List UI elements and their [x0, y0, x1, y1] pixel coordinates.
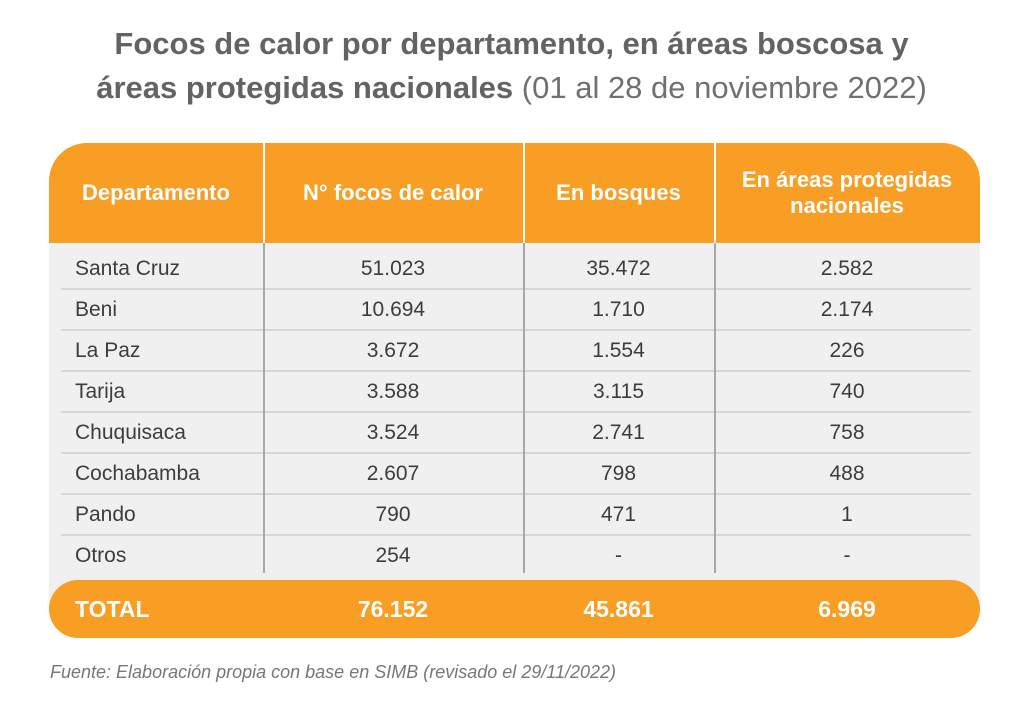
value-cell: 51.023	[360, 257, 426, 280]
column-divider	[523, 243, 525, 573]
value-cell: 226	[829, 339, 865, 362]
table-row: Pando 790 471 1	[61, 493, 971, 536]
total-value: 6.969	[818, 596, 876, 622]
value-cell: 1.710	[592, 298, 645, 321]
total-label: TOTAL	[75, 596, 150, 622]
department-cell: Tarija	[75, 380, 126, 403]
value-cell: -	[843, 544, 851, 567]
value-cell: 10.694	[360, 298, 426, 321]
value-cell: 2.582	[820, 257, 874, 280]
value-cell: 2.607	[366, 462, 420, 485]
department-cell: La Paz	[75, 339, 141, 362]
title-bold: áreas protegidas nacionales	[96, 70, 514, 105]
value-cell: 740	[829, 380, 865, 403]
value-cell: 758	[829, 421, 865, 444]
value-cell: 3.115	[593, 380, 644, 403]
chart-title-line2: áreas protegidas nacionales (01 al 28 de…	[0, 66, 1023, 110]
table-header: Departamento N° focos de calor En bosques E…	[49, 143, 980, 243]
column-header: Departamento	[82, 180, 230, 205]
value-cell: 488	[829, 462, 865, 485]
table-row: La Paz 3.672 1.554 226	[61, 329, 971, 372]
title-date-range: (01 al 28 de noviembre 2022)	[513, 70, 927, 105]
column-header: En bosques	[556, 180, 681, 205]
department-cell: Chuquisaca	[75, 421, 186, 444]
department-cell: Otros	[75, 544, 127, 567]
table-row: Chuquisaca 3.524 2.741 758	[61, 411, 971, 454]
column-divider	[263, 243, 265, 573]
value-cell: 2.741	[592, 421, 645, 444]
table-total-row: TOTAL 76.152 45.861 6.969	[49, 580, 980, 638]
department-cell: Cochabamba	[75, 462, 200, 485]
value-cell: 471	[600, 503, 637, 526]
value-cell: 1	[841, 503, 853, 526]
value-cell: 35.472	[586, 257, 651, 280]
chart-title-line1: Focos de calor por departamento, en área…	[0, 22, 1023, 66]
total-value: 76.152	[357, 596, 429, 622]
department-cell: Pando	[75, 503, 136, 526]
department-cell: Beni	[75, 298, 118, 321]
value-cell: 254	[375, 544, 411, 567]
column-divider	[714, 243, 716, 573]
table-row: Otros 254 - -	[61, 534, 971, 575]
value-cell: 2.174	[820, 298, 874, 321]
value-cell: 3.524	[366, 421, 420, 444]
header-divider	[523, 143, 525, 243]
value-cell: -	[615, 544, 622, 567]
table-row: Beni 10.694 1.710 2.174	[61, 288, 971, 331]
table-body: Santa Cruz 51.023 35.472 2.582 Beni 10.694 1.7…	[49, 243, 980, 603]
value-cell: 798	[600, 462, 637, 485]
value-cell: 790	[375, 503, 411, 526]
column-header: N° focos de calor	[303, 180, 483, 205]
table-row: Santa Cruz 51.023 35.472 2.582	[61, 247, 971, 290]
table-row: Tarija 3.588 3.115 740	[61, 370, 971, 413]
header-divider	[714, 143, 716, 243]
value-cell: 3.588	[366, 380, 420, 403]
column-header: En áreas protegidas nacionales	[741, 167, 953, 218]
source-note: Fuente: Elaboración propia con base en S…	[50, 662, 617, 682]
title-bold: Focos de calor por departamento, en área…	[114, 26, 909, 61]
header-divider	[263, 143, 265, 243]
total-value: 45.861	[583, 596, 654, 622]
value-cell: 3.672	[366, 339, 420, 362]
value-cell: 1.554	[592, 339, 645, 362]
department-cell: Santa Cruz	[75, 257, 181, 280]
table-row: Cochabamba 2.607 798 488	[61, 452, 971, 495]
